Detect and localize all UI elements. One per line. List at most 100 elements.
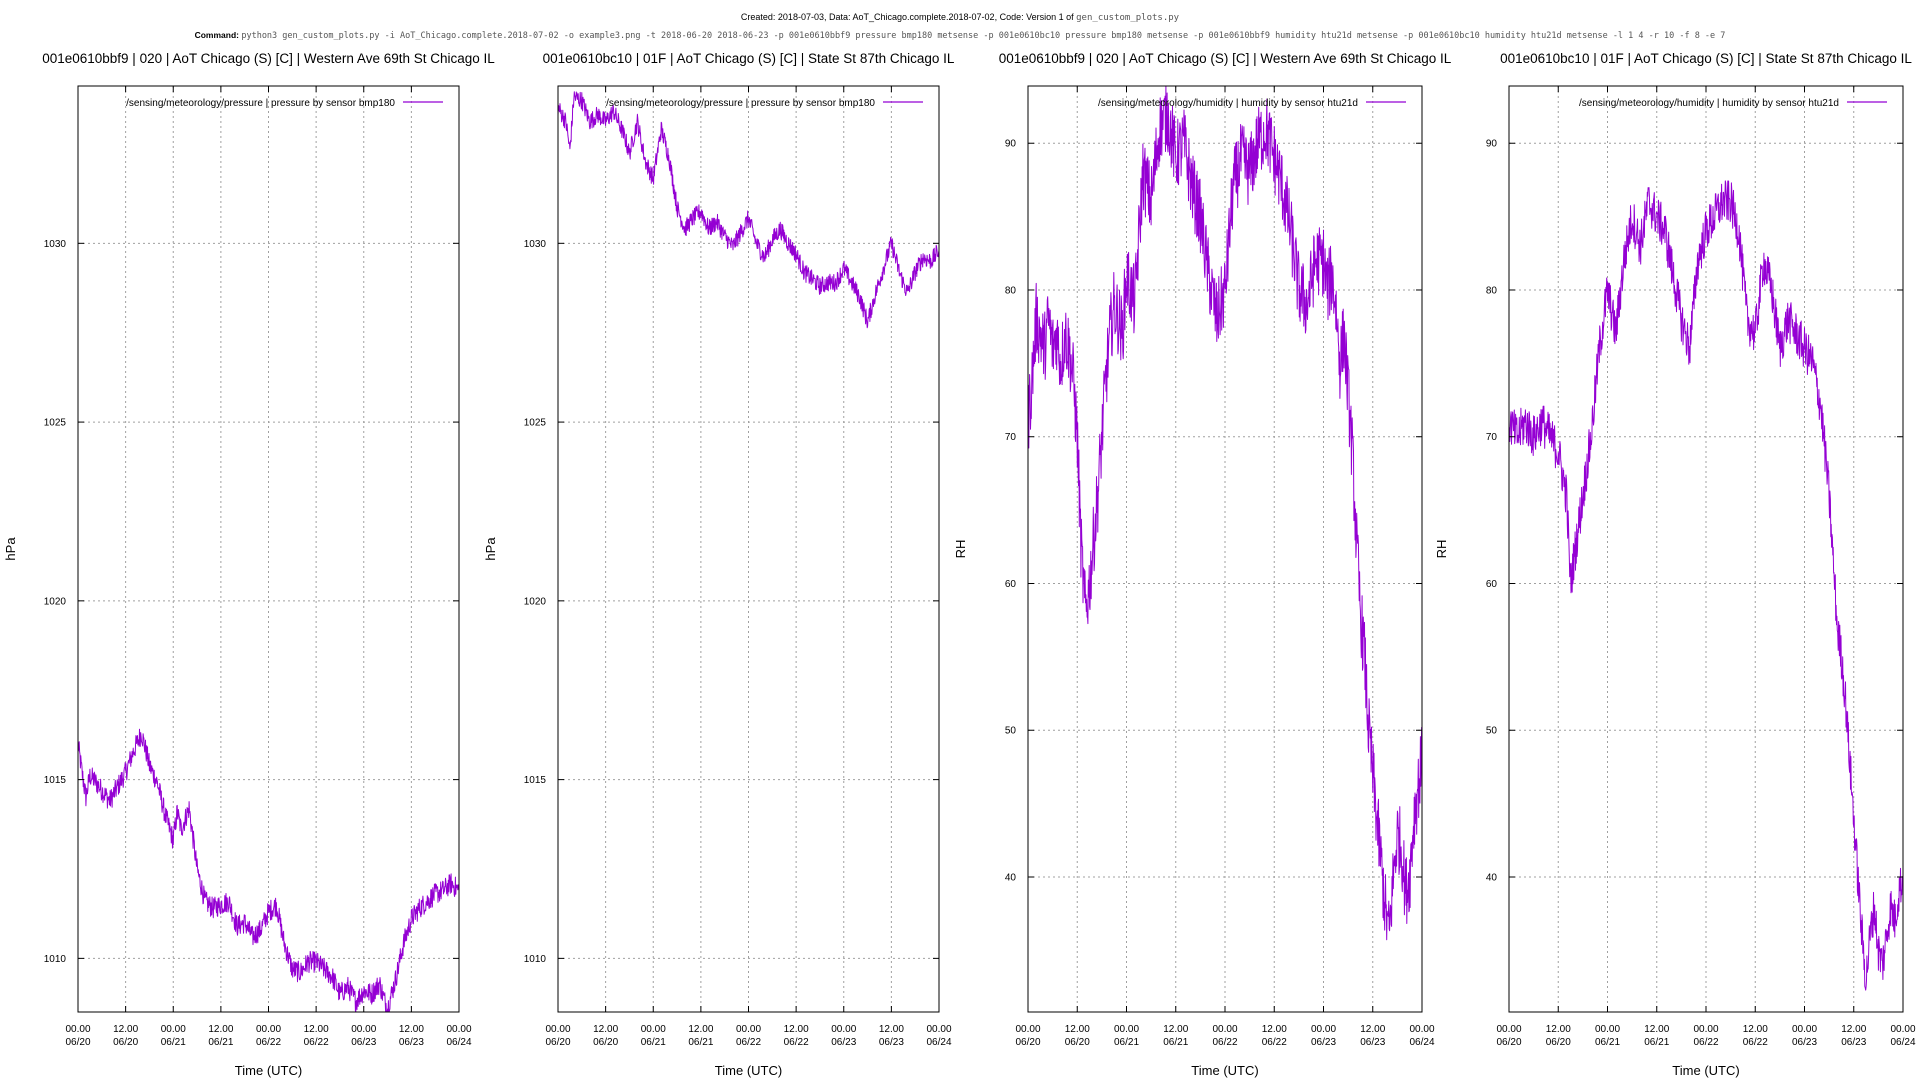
x-tick-label: 00.00 bbox=[1015, 1024, 1040, 1035]
y-tick-label: 80 bbox=[1486, 285, 1498, 296]
x-tick-date-label: 06/22 bbox=[1212, 1037, 1237, 1048]
x-tick-date-label: 06/23 bbox=[1792, 1037, 1817, 1048]
x-tick-label: 00.00 bbox=[1409, 1024, 1434, 1035]
y-axis-label: hPa bbox=[483, 537, 498, 561]
chart-panel-1: 001e0610bbf9 | 020 | AoT Chicago (S) [C]… bbox=[3, 51, 495, 1078]
x-tick-date-label: 06/23 bbox=[351, 1037, 376, 1048]
y-tick-label: 50 bbox=[1005, 726, 1017, 737]
header-command-label: Command: bbox=[194, 30, 239, 40]
header-created-text: Created: 2018-07-03, Data: AoT_Chicago.c… bbox=[740, 12, 1074, 22]
legend-label: /sensing/meteorology/humidity | humidity… bbox=[1098, 98, 1358, 109]
plot-header-created: Created: 2018-07-03, Data: AoT_Chicago.c… bbox=[0, 12, 1920, 23]
chart-title: 001e0610bbf9 | 020 | AoT Chicago (S) [C]… bbox=[999, 51, 1452, 66]
x-tick-label: 12.00 bbox=[1163, 1024, 1188, 1035]
legend-label: /sensing/meteorology/humidity | humidity… bbox=[1579, 98, 1839, 109]
x-tick-label: 00.00 bbox=[1114, 1024, 1139, 1035]
x-axis-label: Time (UTC) bbox=[1672, 1063, 1739, 1078]
x-tick-date-label: 06/20 bbox=[1496, 1037, 1521, 1048]
y-tick-label: 1020 bbox=[524, 596, 547, 607]
chart-panel-2: 001e0610bc10 | 01F | AoT Chicago (S) [C]… bbox=[483, 51, 955, 1078]
x-tick-date-label: 06/20 bbox=[1546, 1037, 1571, 1048]
x-tick-date-label: 06/23 bbox=[1360, 1037, 1385, 1048]
x-tick-label: 00.00 bbox=[831, 1024, 856, 1035]
y-tick-label: 60 bbox=[1005, 579, 1017, 590]
legend-label: /sensing/meteorology/pressure | pressure… bbox=[606, 98, 875, 109]
chart-title: 001e0610bc10 | 01F | AoT Chicago (S) [C]… bbox=[1500, 51, 1912, 66]
x-tick-label: 00.00 bbox=[1311, 1024, 1336, 1035]
y-tick-label: 50 bbox=[1486, 726, 1498, 737]
y-axis-label: RH bbox=[953, 540, 968, 559]
x-tick-label: 00.00 bbox=[351, 1024, 376, 1035]
x-tick-date-label: 06/24 bbox=[1890, 1037, 1915, 1048]
plot-frame bbox=[1027, 85, 1423, 1013]
x-tick-label: 12.00 bbox=[1644, 1024, 1669, 1035]
y-tick-label: 70 bbox=[1486, 432, 1498, 443]
x-tick-label: 00.00 bbox=[65, 1024, 90, 1035]
x-tick-date-label: 06/21 bbox=[208, 1037, 233, 1048]
header-command-text: python3 gen_custom_plots.py -i AoT_Chica… bbox=[241, 31, 1726, 41]
x-tick-label: 00.00 bbox=[1890, 1024, 1915, 1035]
y-tick-label: 1030 bbox=[524, 239, 547, 250]
header-code-name: gen_custom_plots.py bbox=[1076, 13, 1180, 23]
x-tick-date-label: 06/22 bbox=[784, 1037, 809, 1048]
x-tick-label: 12.00 bbox=[1262, 1024, 1287, 1035]
y-tick-label: 60 bbox=[1486, 579, 1498, 590]
y-tick-label: 40 bbox=[1005, 872, 1017, 883]
y-tick-label: 1015 bbox=[44, 775, 67, 786]
x-tick-date-label: 06/21 bbox=[688, 1037, 713, 1048]
x-tick-label: 12.00 bbox=[113, 1024, 138, 1035]
y-tick-label: 1030 bbox=[44, 239, 67, 250]
x-tick-label: 12.00 bbox=[688, 1024, 713, 1035]
legend-label: /sensing/meteorology/pressure | pressure… bbox=[126, 98, 395, 109]
x-tick-date-label: 06/23 bbox=[879, 1037, 904, 1048]
series-line bbox=[77, 728, 460, 1013]
x-tick-date-label: 06/23 bbox=[1841, 1037, 1866, 1048]
x-tick-date-label: 06/21 bbox=[1114, 1037, 1139, 1048]
x-tick-label: 12.00 bbox=[1360, 1024, 1385, 1035]
chart-panel-4: 001e0610bc10 | 01F | AoT Chicago (S) [C]… bbox=[1434, 51, 1916, 1078]
x-tick-date-label: 06/20 bbox=[545, 1037, 570, 1048]
x-tick-label: 00.00 bbox=[161, 1024, 186, 1035]
series-line bbox=[557, 91, 940, 329]
x-tick-label: 12.00 bbox=[304, 1024, 329, 1035]
y-axis-label: hPa bbox=[3, 537, 18, 561]
x-tick-label: 12.00 bbox=[1743, 1024, 1768, 1035]
x-tick-date-label: 06/21 bbox=[161, 1037, 186, 1048]
x-tick-date-label: 06/21 bbox=[1644, 1037, 1669, 1048]
x-tick-label: 00.00 bbox=[256, 1024, 281, 1035]
x-tick-label: 00.00 bbox=[1212, 1024, 1237, 1035]
y-tick-label: 1010 bbox=[524, 954, 547, 965]
x-tick-label: 12.00 bbox=[208, 1024, 233, 1035]
series-line bbox=[1027, 85, 1423, 941]
x-tick-date-label: 06/24 bbox=[926, 1037, 951, 1048]
chart-title: 001e0610bbf9 | 020 | AoT Chicago (S) [C]… bbox=[42, 51, 495, 66]
x-tick-label: 00.00 bbox=[545, 1024, 570, 1035]
x-tick-date-label: 06/22 bbox=[1262, 1037, 1287, 1048]
x-tick-date-label: 06/22 bbox=[256, 1037, 281, 1048]
x-tick-date-label: 06/22 bbox=[304, 1037, 329, 1048]
x-tick-label: 12.00 bbox=[593, 1024, 618, 1035]
x-tick-label: 00.00 bbox=[736, 1024, 761, 1035]
x-tick-date-label: 06/21 bbox=[1595, 1037, 1620, 1048]
x-tick-date-label: 06/21 bbox=[1163, 1037, 1188, 1048]
x-axis-label: Time (UTC) bbox=[1191, 1063, 1258, 1078]
x-tick-date-label: 06/22 bbox=[736, 1037, 761, 1048]
y-tick-label: 1010 bbox=[44, 954, 67, 965]
x-axis-label: Time (UTC) bbox=[715, 1063, 782, 1078]
y-tick-label: 70 bbox=[1005, 432, 1017, 443]
y-tick-label: 90 bbox=[1486, 139, 1498, 150]
x-tick-date-label: 06/22 bbox=[1693, 1037, 1718, 1048]
x-tick-label: 12.00 bbox=[879, 1024, 904, 1035]
plot-frame bbox=[77, 85, 460, 1013]
x-tick-date-label: 06/21 bbox=[641, 1037, 666, 1048]
chart-panel-3: 001e0610bbf9 | 020 | AoT Chicago (S) [C]… bbox=[953, 51, 1452, 1078]
y-axis-label: RH bbox=[1434, 540, 1449, 559]
x-tick-date-label: 06/23 bbox=[831, 1037, 856, 1048]
x-tick-date-label: 06/20 bbox=[1015, 1037, 1040, 1048]
chart-title: 001e0610bc10 | 01F | AoT Chicago (S) [C]… bbox=[543, 51, 955, 66]
x-tick-date-label: 06/24 bbox=[1409, 1037, 1434, 1048]
x-tick-label: 12.00 bbox=[1065, 1024, 1090, 1035]
x-tick-label: 00.00 bbox=[1693, 1024, 1718, 1035]
x-tick-label: 12.00 bbox=[1841, 1024, 1866, 1035]
x-tick-date-label: 06/20 bbox=[113, 1037, 138, 1048]
